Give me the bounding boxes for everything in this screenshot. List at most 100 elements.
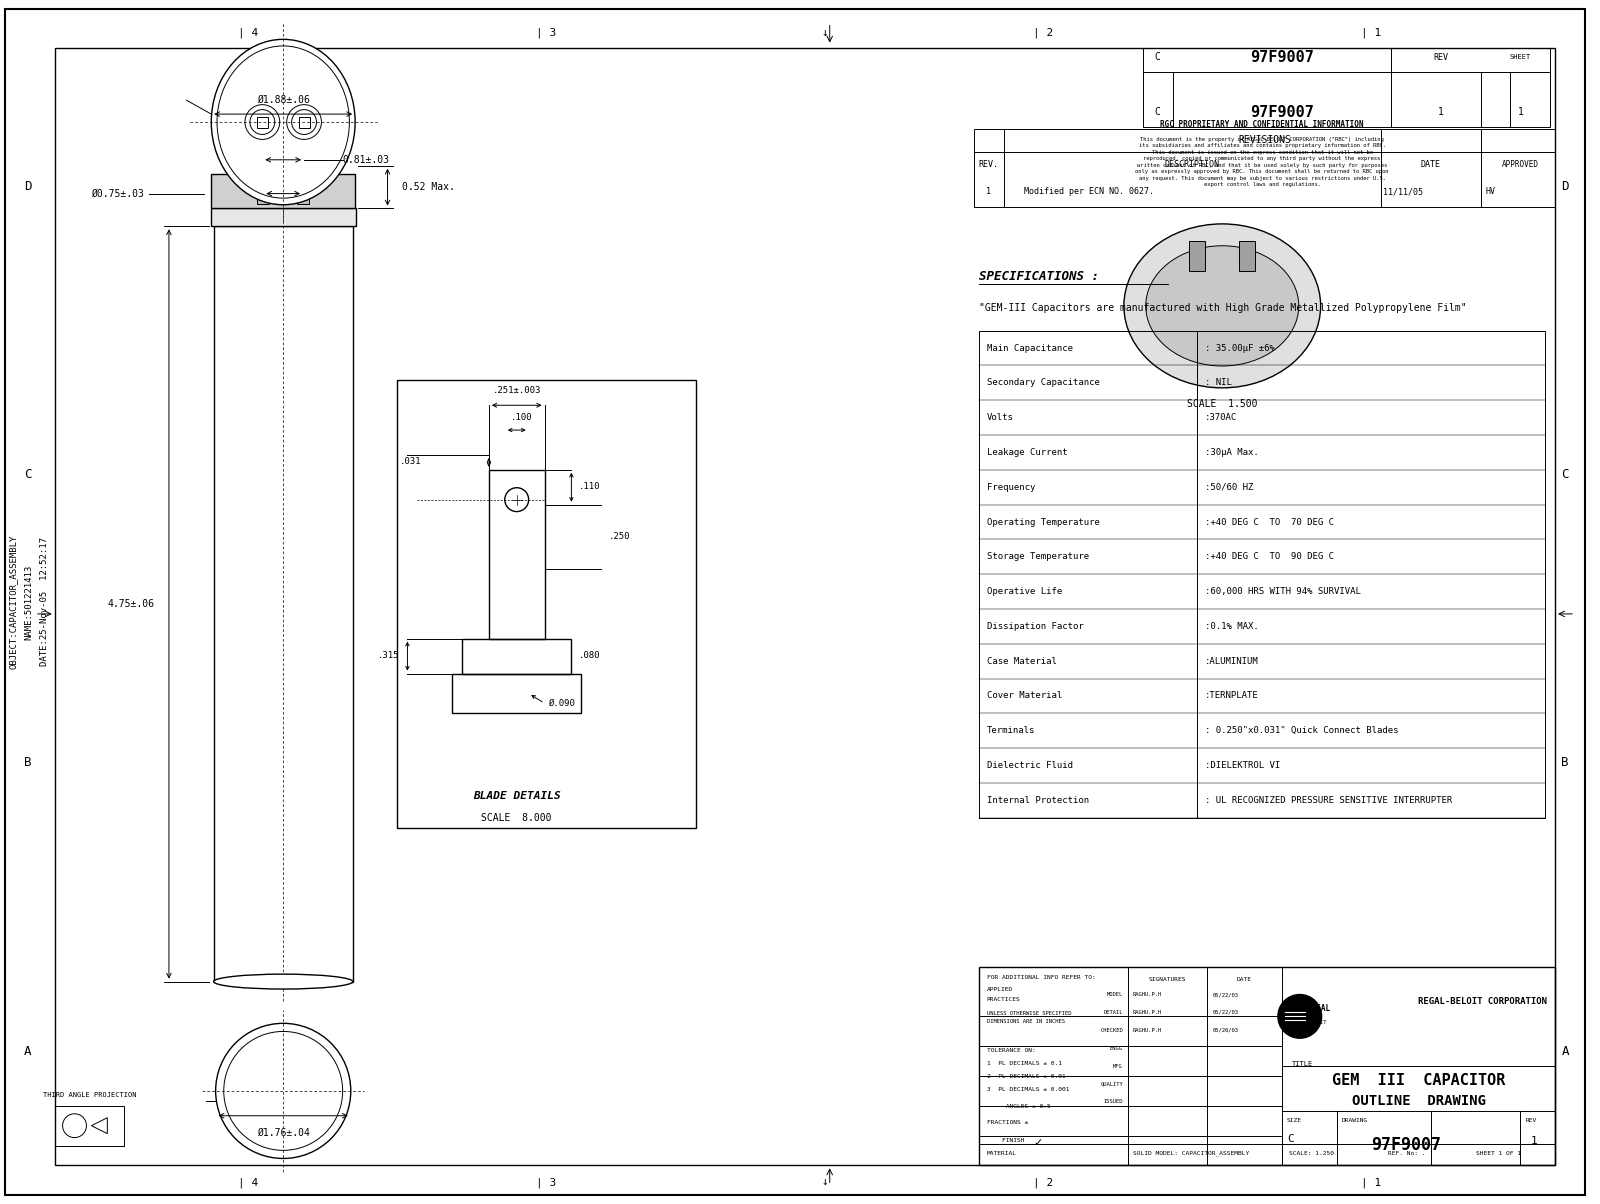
Text: :TERNPLATE: :TERNPLATE [1205, 691, 1259, 701]
Text: REGAL-BELOIT CORPORATION: REGAL-BELOIT CORPORATION [1418, 997, 1547, 1007]
Text: Modified per ECN NO. 0627.: Modified per ECN NO. 0627. [1024, 187, 1154, 196]
Bar [1189, 241, 1205, 271]
Text: FOR ADDITIONAL INFO REFER TO:: FOR ADDITIONAL INFO REFER TO: [987, 975, 1096, 980]
Text: REV: REV [1434, 53, 1448, 61]
Bar [214, 226, 352, 981]
Text: SOLID MODEL: CAPACITOR_ASSEMBLY: SOLID MODEL: CAPACITOR_ASSEMBLY [1133, 1151, 1250, 1156]
Text: 97F9007: 97F9007 [1250, 49, 1314, 65]
Text: ANGLES ± 0.5: ANGLES ± 0.5 [987, 1104, 1051, 1109]
Text: : NIL: : NIL [1205, 378, 1232, 388]
Bar [299, 166, 307, 173]
Text: C: C [1155, 107, 1160, 117]
Text: ↓: ↓ [821, 28, 829, 37]
Text: SCALE: 1.250: SCALE: 1.250 [1290, 1151, 1334, 1156]
Text: .100: .100 [510, 413, 533, 421]
Text: reproduced, copied or communicated to any third party without the express: reproduced, copied or communicated to an… [1144, 157, 1381, 161]
Text: B: B [1562, 756, 1570, 769]
Text: | 3: | 3 [536, 28, 557, 37]
Text: 05/22/03: 05/22/03 [1213, 1010, 1238, 1015]
Circle shape [245, 105, 280, 140]
Text: MFG: MFG [1114, 1063, 1123, 1069]
Text: 1: 1 [1438, 107, 1443, 117]
Text: QUALITY: QUALITY [1101, 1081, 1123, 1086]
Text: OBJECT:CAPACITOR_ASSEMBLY: OBJECT:CAPACITOR_ASSEMBLY [8, 535, 18, 669]
Circle shape [291, 110, 317, 135]
Text: SIGNATURES: SIGNATURES [1149, 976, 1186, 981]
Bar [258, 117, 267, 128]
Text: 3  PL DECIMALS ± 0.001: 3 PL DECIMALS ± 0.001 [987, 1087, 1069, 1092]
Text: Dielectric Fluid: Dielectric Fluid [987, 761, 1072, 771]
Bar [453, 673, 581, 713]
Text: DATE:25-Nov-05  12:52:17: DATE:25-Nov-05 12:52:17 [40, 537, 50, 667]
Text: DATE: DATE [1421, 160, 1442, 170]
Text: 05/22/03: 05/22/03 [1213, 992, 1238, 997]
Text: ↓: ↓ [821, 1178, 829, 1187]
Ellipse shape [214, 974, 352, 988]
Text: TOLERANCE ON:: TOLERANCE ON: [987, 1049, 1035, 1054]
Text: Secondary Capacitance: Secondary Capacitance [987, 378, 1099, 388]
Text: .031: .031 [400, 458, 421, 466]
Text: :DIELEKTROL VI: :DIELEKTROL VI [1205, 761, 1280, 771]
Text: OUTLINE  DRAWING: OUTLINE DRAWING [1352, 1094, 1485, 1108]
Text: C: C [1286, 1134, 1293, 1144]
Text: DETAIL: DETAIL [1104, 1010, 1123, 1015]
Text: 05/26/03: 05/26/03 [1213, 1028, 1238, 1033]
Text: :+40 DEG C  TO  70 DEG C: :+40 DEG C TO 70 DEG C [1205, 518, 1334, 526]
Bar [259, 166, 267, 173]
Text: C: C [1562, 468, 1570, 482]
Text: :60,000 HRS WITH 94% SURVIVAL: :60,000 HRS WITH 94% SURVIVAL [1205, 588, 1362, 596]
Text: FINISH: FINISH [987, 1138, 1024, 1143]
Text: : 0.250"x0.031" Quick Connect Blades: : 0.250"x0.031" Quick Connect Blades [1205, 726, 1398, 736]
Text: Ø0.75±.03: Ø0.75±.03 [91, 189, 144, 199]
Text: APPLIED: APPLIED [987, 986, 1013, 992]
Text: Leakage Current: Leakage Current [987, 448, 1067, 458]
Bar [211, 173, 355, 208]
Text: 0.52 Max.: 0.52 Max. [403, 182, 456, 193]
Text: only as expressly approved by RBC. This document shall be returned to RBC upon: only as expressly approved by RBC. This … [1136, 170, 1389, 175]
Text: RGC PROPRIETARY AND CONFIDENTIAL INFORMATION: RGC PROPRIETARY AND CONFIDENTIAL INFORMA… [1160, 120, 1363, 129]
Bar [490, 470, 544, 639]
Text: | 4: | 4 [238, 28, 259, 37]
Text: Internal Protection: Internal Protection [987, 796, 1090, 804]
Text: .315: .315 [378, 651, 400, 660]
Text: FRACTIONS ±: FRACTIONS ± [987, 1120, 1027, 1125]
Text: | 1: | 1 [1362, 28, 1381, 37]
Text: Terminals: Terminals [987, 726, 1035, 736]
Text: SIZE: SIZE [1286, 1117, 1302, 1123]
Text: 1  PL DECIMALS ± 0.1: 1 PL DECIMALS ± 0.1 [987, 1061, 1062, 1066]
Text: A: A [1562, 1045, 1570, 1057]
Text: | 3: | 3 [536, 1178, 557, 1187]
Text: D: D [24, 181, 32, 193]
Text: DESCRIPTION: DESCRIPTION [1165, 160, 1219, 170]
Text: REGAL: REGAL [1307, 1004, 1331, 1013]
Text: Operative Life: Operative Life [987, 588, 1062, 596]
Bar [298, 169, 309, 203]
Bar [462, 639, 571, 673]
Text: NAME:501221413: NAME:501221413 [24, 565, 34, 639]
Text: | 1: | 1 [1362, 1178, 1381, 1187]
Text: written consent of RBC, and that it be used solely by such party for purposes: written consent of RBC, and that it be u… [1138, 163, 1387, 167]
Text: RAGHU.P.H: RAGHU.P.H [1133, 1028, 1162, 1033]
Text: DIMENSIONS ARE IN INCHES: DIMENSIONS ARE IN INCHES [987, 1020, 1064, 1025]
Text: Dissipation Factor: Dissipation Factor [987, 621, 1083, 631]
Text: ✓: ✓ [1034, 1138, 1043, 1147]
Bar [54, 1105, 125, 1145]
Text: "GEM-III Capacitors are manufactured with High Grade Metallized Polypropylene Fi: "GEM-III Capacitors are manufactured wit… [979, 303, 1467, 313]
Text: RAGHU.P.H: RAGHU.P.H [1133, 1010, 1162, 1015]
Text: ISSUED: ISSUED [1104, 1099, 1123, 1104]
Text: D: D [1562, 181, 1570, 193]
Text: UNLESS OTHERWISE SPECIFIED: UNLESS OTHERWISE SPECIFIED [987, 1011, 1072, 1016]
Text: Case Material: Case Material [987, 656, 1056, 666]
Text: 1: 1 [986, 187, 992, 196]
Text: 11/11/05: 11/11/05 [1384, 187, 1424, 196]
Text: any request. This document may be subject to various restrictions under U.S.: any request. This document may be subjec… [1139, 176, 1386, 181]
Text: | 2: | 2 [1034, 28, 1053, 37]
Bar [299, 117, 309, 128]
Text: This document is issued on the express condition that it will not be: This document is issued on the express c… [1152, 149, 1373, 155]
Text: Main Capacitance: Main Capacitance [987, 343, 1072, 353]
Text: 1: 1 [1517, 107, 1523, 117]
Text: 2  PL DECIMALS ± 0.01: 2 PL DECIMALS ± 0.01 [987, 1074, 1066, 1079]
Ellipse shape [211, 40, 355, 205]
Text: .080: .080 [579, 651, 602, 660]
Text: SCALE  1.500: SCALE 1.500 [1187, 400, 1258, 409]
